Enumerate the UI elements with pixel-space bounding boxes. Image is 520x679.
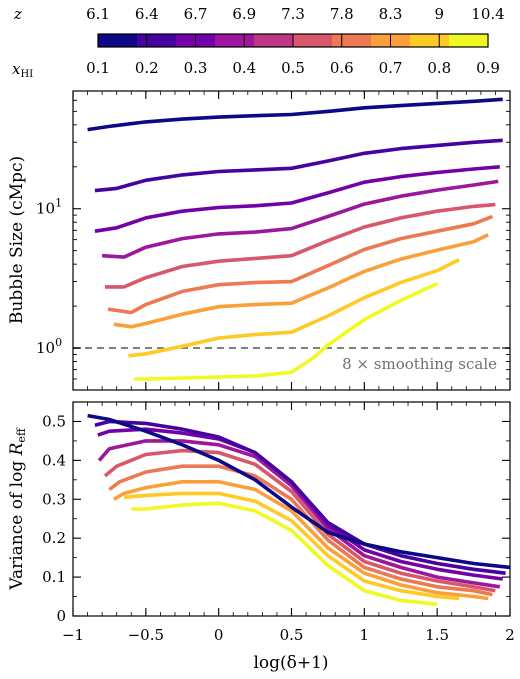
colorbar-xhi-tick-label: 0.8 <box>427 59 451 77</box>
variance-series-line <box>97 439 501 589</box>
colorbar-z-tick-label: 6.4 <box>135 5 159 23</box>
bottom-x-tick-label: 2 <box>505 626 515 644</box>
bottom-x-tick-label: 1 <box>360 626 370 644</box>
colorbar-gradient <box>98 34 489 47</box>
colorbar-xhi-label: xHI <box>12 60 33 80</box>
bottom-y-tick-label: 0.4 <box>42 451 66 469</box>
variance-panel: 0 0.1 0.2 0.3 0.4 0.5 −1 −0.5 0 0.5 1 1.5 2 Variance… <box>7 401 515 673</box>
variance-series-line <box>87 413 511 570</box>
bottom-y-tick-label: 0.2 <box>42 529 66 547</box>
colorbar-z-tick-label: 9 <box>434 5 444 23</box>
bottom-y-tick-label: 0.1 <box>42 568 66 586</box>
colorbar: z xHI 6.1 0.1 6.4 0.2 6.7 0.3 6.9 0.4 7.3 0.5 7.8 0… <box>12 5 505 80</box>
x-axis-label: log(δ+1) <box>253 653 328 673</box>
colorbar-segment <box>254 34 294 47</box>
bottom-x-tick-label: −0.5 <box>128 626 164 644</box>
bottom-ylabel-symbol: R <box>7 442 27 456</box>
colorbar-xhi-tick-label: 0.3 <box>184 59 208 77</box>
colorbar-xhi-symbol: x <box>12 60 21 78</box>
colorbar-segment <box>98 34 138 47</box>
variance-series-line <box>112 479 489 601</box>
bubble-size-series-line <box>94 138 503 193</box>
colorbar-z-tick-label: 6.7 <box>184 5 208 23</box>
bottom-x-tick-label: 1.5 <box>425 626 449 644</box>
colorbar-xhi-tick-label: 0.5 <box>281 59 305 77</box>
top-y-tick-label: 100 <box>36 336 62 357</box>
variance-series-line <box>108 464 493 597</box>
colorbar-xhi-tick-label: 0.2 <box>135 59 159 77</box>
bottom-y-tick-label: 0.5 <box>42 412 66 430</box>
colorbar-xhi-subscript: HI <box>20 69 33 80</box>
bubble-size-series-line <box>113 233 489 329</box>
colorbar-z-tick-label: 8.3 <box>379 5 403 23</box>
bubble-size-series-line <box>101 179 499 259</box>
bottom-x-tick-label: −1 <box>62 626 84 644</box>
variance-series-line <box>94 419 506 575</box>
colorbar-z-tick-label: 7.3 <box>281 5 305 23</box>
bubble-size-series-line <box>105 202 496 289</box>
colorbar-segment <box>449 34 489 47</box>
top-axes-frame <box>72 90 511 391</box>
bottom-ylabel-prefix: Variance of log <box>7 461 27 591</box>
colorbar-xhi-tick-label: 0.6 <box>330 59 354 77</box>
colorbar-segment <box>137 34 177 47</box>
colorbar-segment <box>410 34 450 47</box>
colorbar-z-tick-label: 6.1 <box>86 5 110 23</box>
bubble-size-series-line <box>134 281 438 381</box>
colorbar-segment <box>215 34 255 47</box>
top-y-tick-label: 101 <box>36 197 62 218</box>
bubble-size-series-line <box>128 258 460 358</box>
colorbar-xhi-tick-label: 0.9 <box>476 59 500 77</box>
bottom-x-tick-label: 0 <box>214 626 224 644</box>
bubble-size-series-line <box>107 214 494 315</box>
top-ylabel: Bubble Size (cMpc) <box>7 156 27 324</box>
variance-series-line <box>131 501 438 607</box>
colorbar-xhi-tick-label: 0.1 <box>86 59 110 77</box>
bottom-y-tick-label: 0.3 <box>42 490 66 508</box>
bottom-y-tick-label: 0 <box>56 607 66 625</box>
colorbar-z-symbol: z <box>13 5 22 23</box>
variance-series-line <box>103 448 496 593</box>
variance-series-line <box>123 491 460 601</box>
colorbar-segment <box>293 34 333 47</box>
colorbar-segment <box>332 34 372 47</box>
bottom-x-tick-label: 0.5 <box>280 626 304 644</box>
bubble-size-series-line <box>94 165 500 233</box>
colorbar-xhi-tick-label: 0.7 <box>379 59 403 77</box>
smoothing-scale-label: 8 × smoothing scale <box>342 355 497 373</box>
bubble-size-panel: 8 × smoothing scale 100 101 Bubble Size (… <box>7 90 511 391</box>
colorbar-xhi-tick-label: 0.4 <box>232 59 256 77</box>
colorbar-z-tick-label: 7.8 <box>330 5 354 23</box>
bubble-size-series-line <box>87 97 503 132</box>
bottom-ylabel-subscript: eff <box>15 427 28 443</box>
bottom-ylabel: Variance of log Reff <box>7 427 28 591</box>
colorbar-z-tick-label: 6.9 <box>232 5 256 23</box>
colorbar-z-tick-label: 10.4 <box>471 5 504 23</box>
